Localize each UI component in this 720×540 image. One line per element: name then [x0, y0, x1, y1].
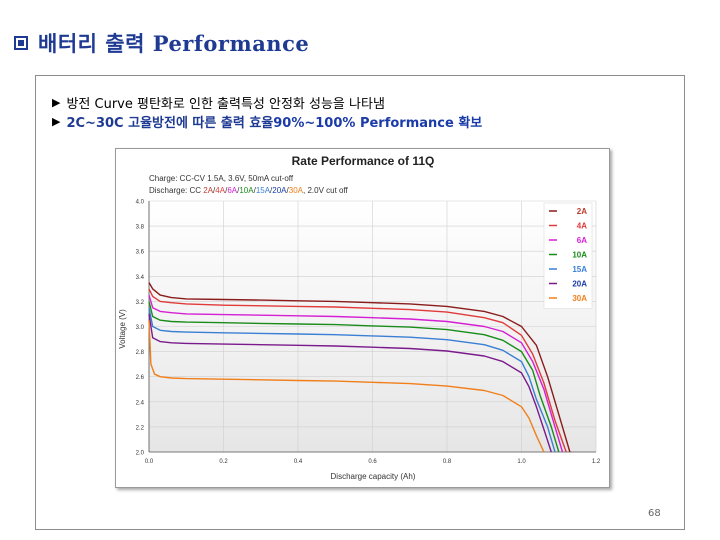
legend-label: 20A	[572, 280, 587, 289]
x-tick-label: 0.4	[294, 459, 303, 465]
chart-legend: 2A 4A 6A 10A 15A 20A 30A	[543, 202, 593, 309]
bullet-item-1: ▶ 방전 Curve 평탄화로 인한 출력특성 안정화 성능을 나타냄	[52, 93, 385, 112]
discharge-separator: /	[225, 186, 228, 195]
series-line-30A	[148, 320, 545, 453]
content-panel	[35, 75, 685, 530]
series-line-10A	[148, 301, 560, 453]
y-tick-label: 2.6	[136, 375, 145, 381]
y-tick-label: 2.8	[136, 350, 145, 356]
discharge-rate-label: 10A	[239, 186, 254, 195]
discharge-rate-label: 6A	[227, 186, 237, 195]
bullet-text: 방전 Curve 평탄화로 인한 출력특성 안정화 성능을 나타냄	[66, 97, 385, 112]
y-tick-label: 3.2	[136, 300, 145, 306]
y-tick-label: 3.6	[136, 250, 145, 256]
x-tick-label: 0.2	[219, 459, 228, 465]
bullet-text-efficiency: 90%~100% Performance 확보	[273, 116, 483, 131]
discharge-rate-label: 2A	[203, 186, 213, 195]
y-axis-label: Voltage (V)	[118, 309, 127, 349]
discharge-separator: /	[287, 186, 290, 195]
bullet-text-rate: 2C~30C 고율방전에 따른 출력 효율	[66, 116, 274, 131]
page-header: 배터리 출력 Performance	[14, 28, 309, 58]
legend-label: 15A	[572, 265, 587, 274]
legend-label: 4A	[577, 222, 587, 231]
chart-subtitle-charge: Charge: CC-CV 1.5A, 3.6V, 50mA cut-off	[149, 174, 294, 183]
discharge-rate-label: 15A	[256, 186, 271, 195]
discharge-separator: /	[270, 186, 273, 195]
legend-label: 6A	[577, 236, 587, 245]
discharge-rate-label: 30A	[289, 186, 304, 195]
series-line-20A	[148, 313, 552, 453]
series-line-4A	[148, 288, 567, 453]
discharge-suffix: 2.0V cut off	[305, 186, 348, 195]
triangle-bullet-icon: ▶	[52, 115, 61, 128]
y-tick-label: 3.4	[136, 275, 145, 281]
checkbox-bullet-icon	[14, 36, 28, 50]
y-tick-label: 4.0	[136, 200, 145, 206]
x-tick-label: 0.0	[145, 459, 154, 465]
triangle-bullet-icon: ▶	[52, 96, 61, 109]
x-tick-label: 1.0	[517, 459, 526, 465]
legend-label: 10A	[572, 251, 587, 260]
y-tick-label: 2.0	[136, 451, 145, 457]
x-axis-label: Discharge capacity (Ah)	[331, 472, 416, 481]
bullet-item-2: ▶ 2C~30C 고율방전에 따른 출력 효율 90%~100% Perform…	[52, 112, 482, 131]
x-tick-label: 1.2	[592, 459, 601, 465]
discharge-separator: ,	[303, 186, 305, 195]
x-tick-label: 0.8	[443, 459, 452, 465]
page-title: 배터리 출력 Performance	[38, 31, 310, 56]
series-line-2A	[148, 282, 571, 453]
discharge-separator: /	[213, 186, 216, 195]
y-tick-label: 3.8	[136, 225, 145, 231]
discharge-rate-label: 4A	[215, 186, 225, 195]
discharge-rate-label: 20A	[272, 186, 287, 195]
y-tick-label: 2.4	[136, 400, 145, 406]
chart-image-frame: Rate Performance of 11Q Charge: CC-CV 1.…	[115, 148, 610, 488]
discharge-separator: /	[237, 186, 240, 195]
discharge-separator: /	[254, 186, 257, 195]
legend-box	[543, 202, 593, 309]
page-number: 68	[648, 508, 661, 519]
chart-subtitle-discharge: Discharge: CC 2A/4A/6A/10A/15A/20A/30A, …	[149, 186, 349, 195]
x-tick-label: 0.6	[368, 459, 377, 465]
chart-title: Rate Performance of 11Q	[292, 154, 435, 168]
discharge-prefix: Discharge: CC	[149, 186, 203, 195]
series-line-6A	[148, 294, 564, 453]
rate-performance-chart: Rate Performance of 11Q Charge: CC-CV 1.…	[118, 154, 601, 481]
chart-series	[148, 282, 571, 453]
y-tick-label: 3.0	[136, 325, 145, 331]
y-tick-label: 2.2	[136, 425, 145, 431]
legend-label: 2A	[577, 207, 587, 216]
legend-label: 30A	[572, 294, 587, 303]
series-line-15A	[148, 307, 556, 453]
